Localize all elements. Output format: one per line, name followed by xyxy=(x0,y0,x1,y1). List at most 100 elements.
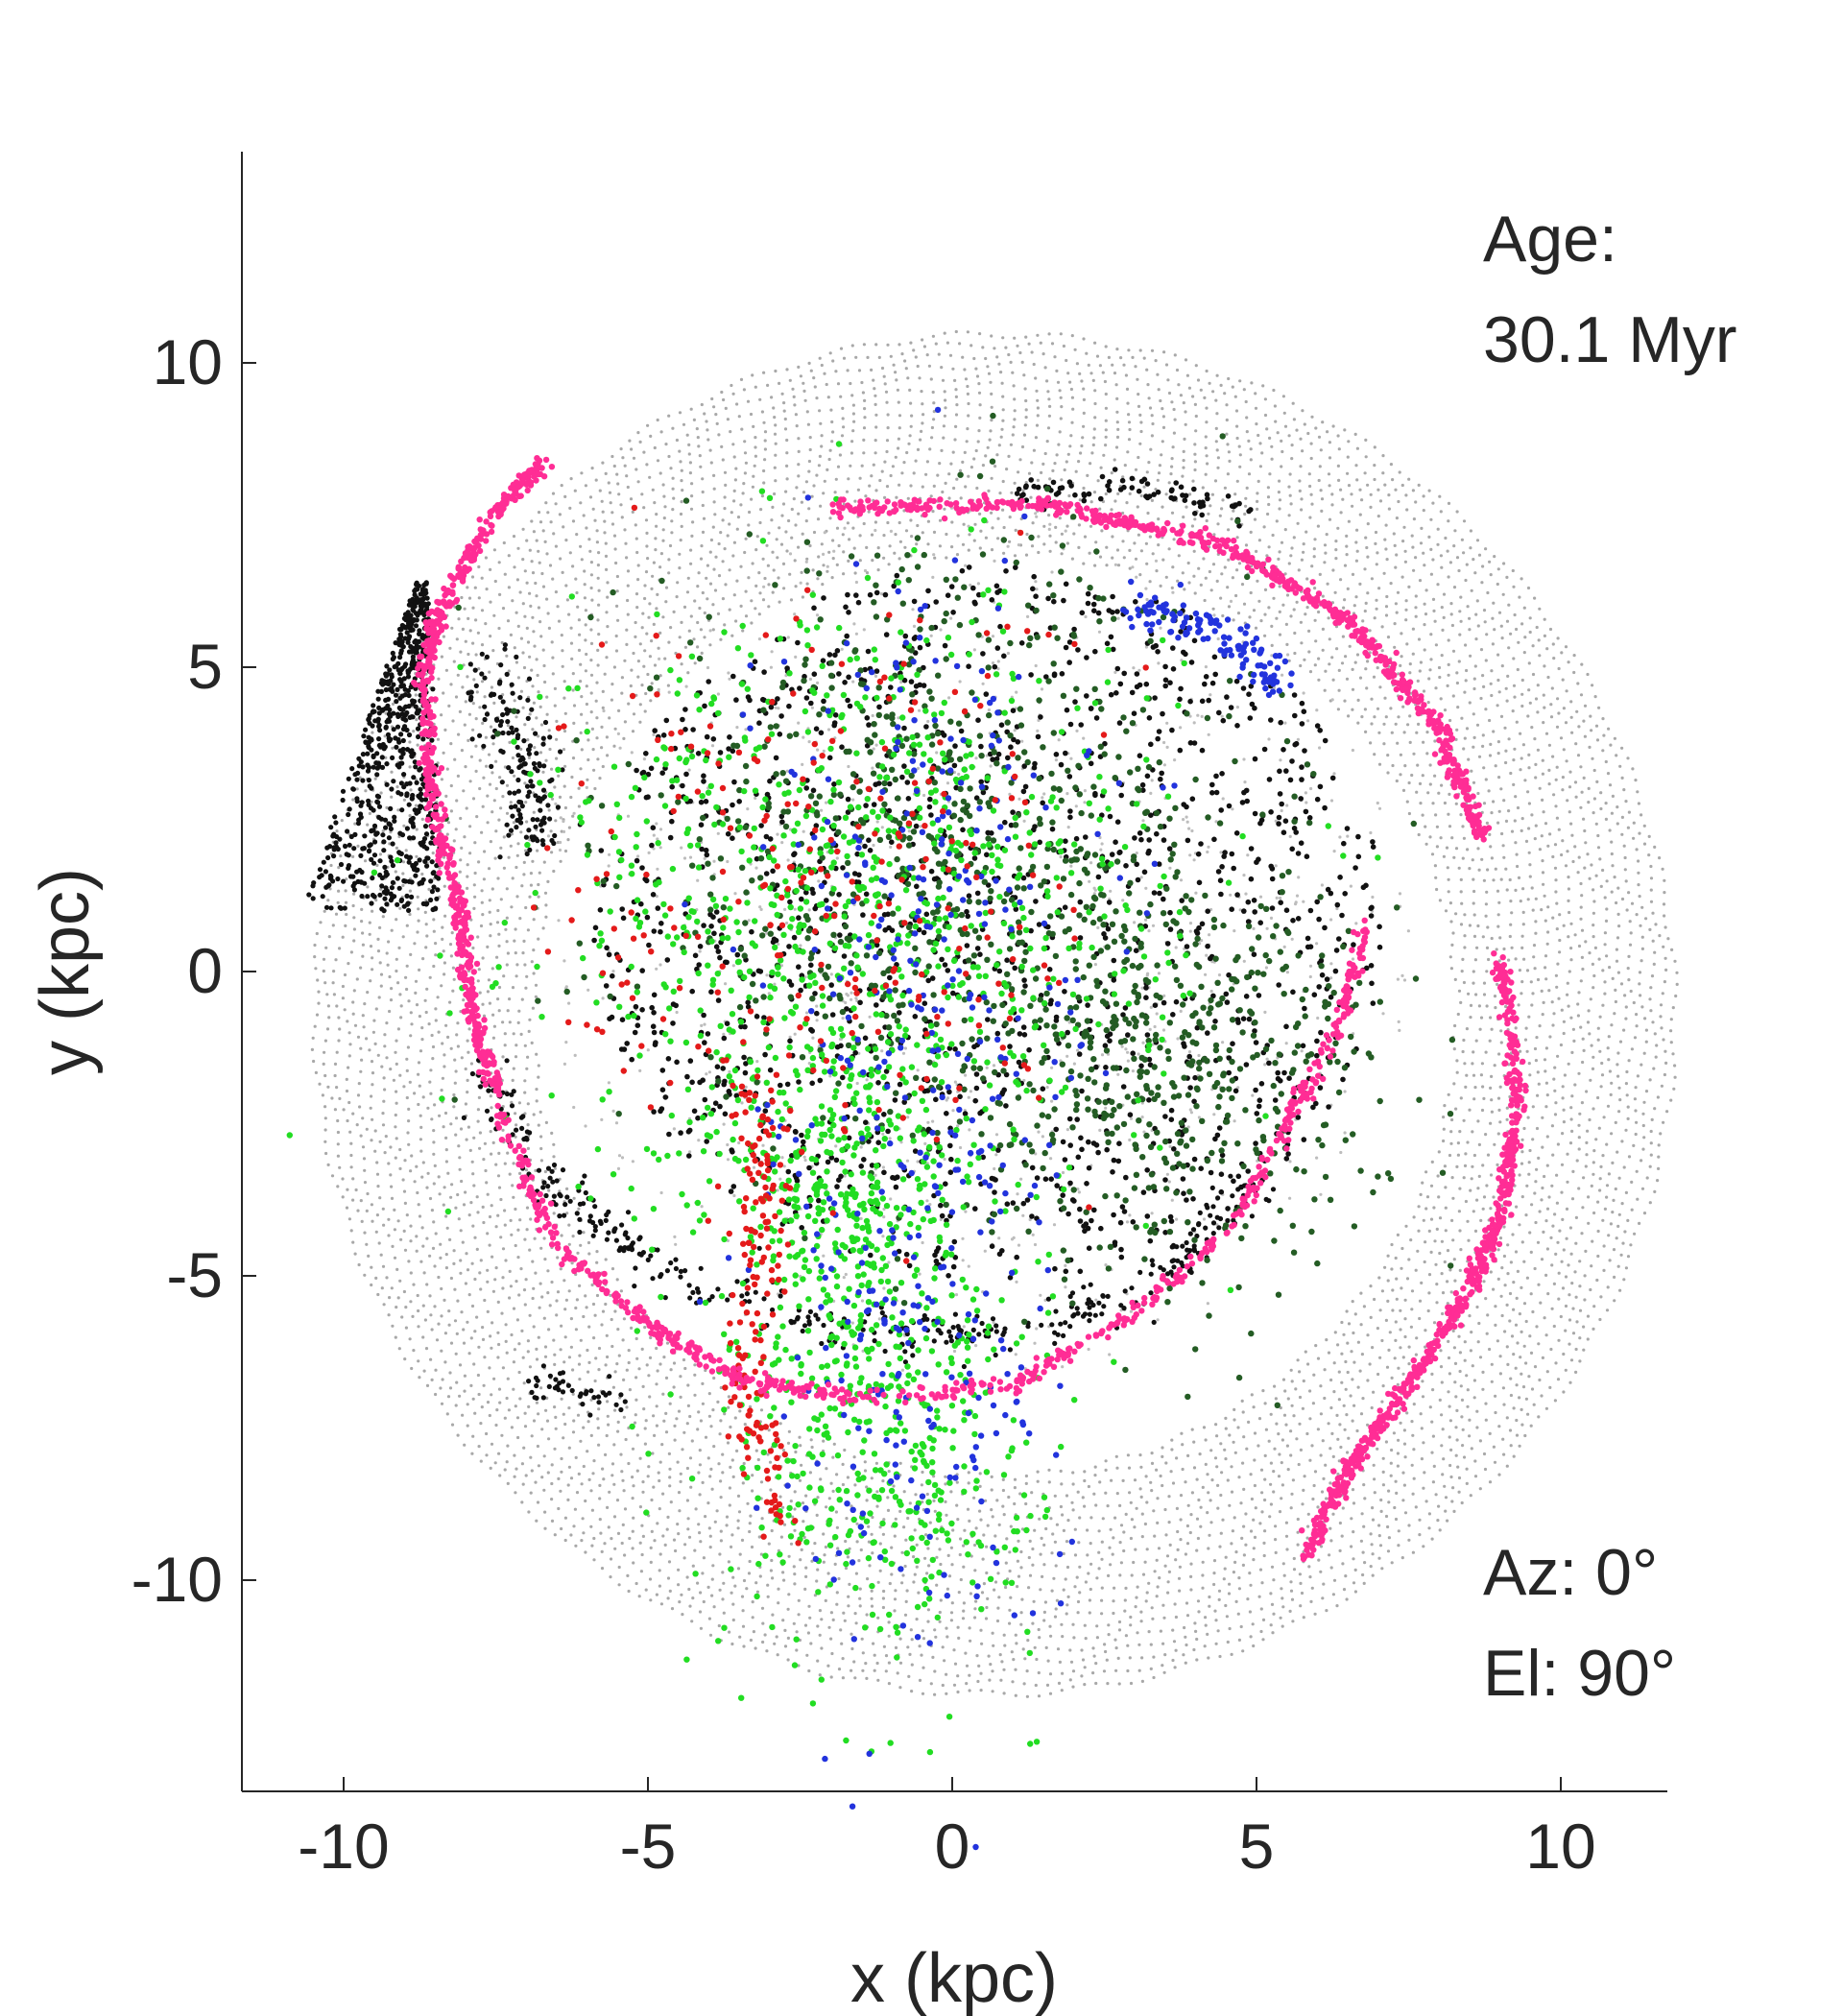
disk-particle xyxy=(436,996,440,999)
disk-particle xyxy=(1102,453,1106,457)
disk-particle xyxy=(1508,1291,1513,1296)
disk-particle xyxy=(1555,985,1559,989)
disk-particle xyxy=(1418,669,1422,673)
disk-particle xyxy=(1069,387,1073,392)
disk-particle xyxy=(1517,1003,1520,1007)
disk-particle xyxy=(721,1471,725,1475)
disk-particle xyxy=(1499,714,1504,719)
disk-particle xyxy=(1462,1176,1466,1180)
disk-particle xyxy=(505,654,509,658)
disk-particle xyxy=(542,1316,546,1320)
disk-particle xyxy=(1524,1319,1528,1324)
disk-particle xyxy=(1082,397,1086,401)
disk-particle xyxy=(1562,748,1566,752)
disk-particle xyxy=(1242,602,1247,606)
disk-particle xyxy=(589,573,594,577)
disk-particle xyxy=(1280,540,1284,544)
disk-particle xyxy=(823,1553,826,1557)
disk-particle xyxy=(781,1571,785,1574)
disk-particle xyxy=(1166,1591,1170,1595)
disk-particle xyxy=(509,801,513,804)
disk-particle xyxy=(1342,606,1346,610)
disk-particle xyxy=(634,1376,638,1380)
disk-particle xyxy=(482,1014,487,1018)
disk-particle xyxy=(1577,944,1582,948)
disk-particle xyxy=(569,1317,574,1321)
disk-particle xyxy=(496,1174,501,1178)
disk-particle xyxy=(1544,822,1548,826)
disk-particle xyxy=(1422,1218,1425,1222)
disk-particle xyxy=(920,390,923,394)
disk-particle xyxy=(1263,1477,1267,1481)
disk-particle xyxy=(730,1545,733,1548)
disk-particle xyxy=(627,1360,631,1365)
disk-particle xyxy=(1216,522,1220,526)
disk-particle xyxy=(1366,660,1370,663)
disk-particle xyxy=(990,405,993,409)
disk-particle xyxy=(1013,409,1017,413)
disk-particle xyxy=(1144,1599,1148,1603)
disk-particle xyxy=(754,436,757,440)
disk-particle xyxy=(452,1092,456,1097)
disk-particle xyxy=(1227,558,1231,562)
disk-particle xyxy=(1190,1428,1194,1431)
disk-particle xyxy=(727,1560,731,1564)
disk-particle xyxy=(1473,1229,1478,1233)
disk-particle xyxy=(1287,659,1291,662)
disk-particle xyxy=(1462,836,1466,840)
disk-particle xyxy=(511,756,515,760)
disk-particle xyxy=(719,1529,723,1533)
disk-particle xyxy=(539,1159,544,1163)
disk-particle xyxy=(1329,1539,1333,1543)
disk-particle xyxy=(759,1552,764,1556)
disk-particle xyxy=(408,1080,412,1084)
disk-particle xyxy=(444,1136,448,1140)
disk-particle xyxy=(471,728,475,732)
disk-particle xyxy=(1113,499,1117,503)
disk-particle xyxy=(424,923,428,926)
disk-particle xyxy=(786,1607,790,1611)
disk-particle xyxy=(1159,584,1162,588)
disk-particle xyxy=(1404,599,1408,603)
disk-particle xyxy=(564,584,568,588)
disk-particle xyxy=(988,438,992,442)
disk-particle xyxy=(1027,1586,1031,1590)
disk-particle xyxy=(1502,855,1506,859)
disk-particle xyxy=(1177,1576,1182,1580)
disk-particle xyxy=(431,1044,436,1049)
disk-particle xyxy=(1012,425,1016,429)
disk-particle xyxy=(669,1500,673,1504)
disk-particle xyxy=(1507,737,1511,741)
disk-particle xyxy=(867,1524,871,1528)
disk-particle xyxy=(532,948,536,952)
disk-particle xyxy=(1468,616,1472,620)
disk-particle xyxy=(835,526,840,530)
disk-particle xyxy=(748,1559,752,1564)
disk-particle xyxy=(430,1209,434,1212)
disk-particle xyxy=(1389,582,1393,586)
disk-particle xyxy=(1341,1506,1345,1510)
disk-particle xyxy=(603,531,607,535)
disk-particle xyxy=(1474,612,1478,616)
disk-particle xyxy=(1412,1215,1416,1219)
disk-particle xyxy=(1528,1231,1532,1235)
disk-particle xyxy=(1501,1386,1505,1390)
disk-particle xyxy=(523,614,527,618)
disk-particle xyxy=(1170,511,1175,515)
disk-particle xyxy=(885,439,890,443)
disk-particle xyxy=(405,1057,409,1061)
disk-particle xyxy=(416,930,419,934)
disk-particle xyxy=(596,1426,600,1430)
disk-particle xyxy=(1562,1108,1566,1112)
disk-particle xyxy=(1396,1464,1400,1468)
disk-particle xyxy=(688,461,693,465)
disk-particle xyxy=(1520,1150,1524,1154)
disk-particle xyxy=(1567,887,1570,891)
disk-particle xyxy=(533,1236,537,1240)
disk-particle xyxy=(675,595,679,599)
disk-particle xyxy=(1119,1524,1124,1527)
disk-particle xyxy=(1258,1568,1263,1572)
disk-particle xyxy=(1603,943,1607,947)
disk-particle xyxy=(930,425,935,430)
disk-particle xyxy=(612,1443,616,1447)
